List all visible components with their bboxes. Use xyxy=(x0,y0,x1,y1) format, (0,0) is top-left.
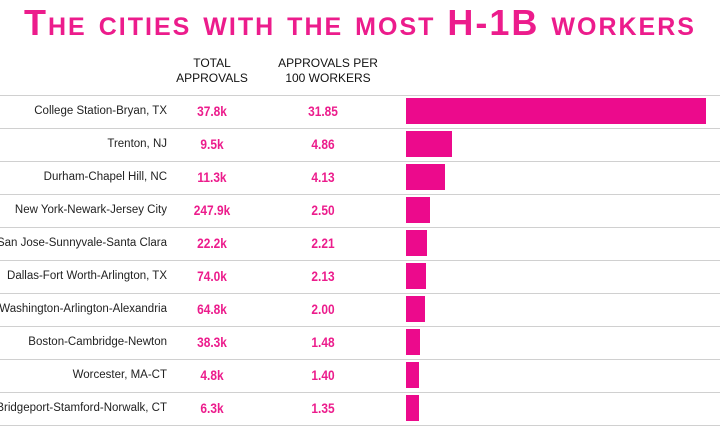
row-divider xyxy=(0,260,720,261)
column-header: APPROVALS PER 100 WORKERS xyxy=(278,56,378,85)
total-approvals: 22.2k xyxy=(197,235,227,251)
row-divider xyxy=(0,293,720,294)
total-approvals: 64.8k xyxy=(197,301,227,317)
chart-title: The cities with the most H-1B workers xyxy=(24,2,696,43)
row-divider xyxy=(0,95,720,96)
row-divider xyxy=(0,326,720,327)
per-100-value: 2.00 xyxy=(311,301,335,317)
total-approvals: 247.9k xyxy=(193,202,231,218)
per-100-value: 2.50 xyxy=(311,202,335,218)
per-100-value: 31.85 xyxy=(308,103,338,119)
row-label: Durham-Chapel Hill, NC xyxy=(43,171,167,183)
per-100-value: 4.13 xyxy=(311,169,335,185)
bar xyxy=(406,395,419,421)
total-approvals: 4.8k xyxy=(200,367,224,383)
row-divider xyxy=(0,227,720,228)
total-approvals: 6.3k xyxy=(200,400,224,416)
per-100-value: 4.86 xyxy=(311,136,335,152)
row-label: San Jose-Sunnyvale-Santa Clara xyxy=(0,237,167,249)
row-label: Worcester, MA-CT xyxy=(72,369,167,381)
per-100-value: 1.48 xyxy=(311,334,335,350)
bar xyxy=(406,131,452,157)
bar xyxy=(406,329,420,355)
total-approvals: 37.8k xyxy=(197,103,227,119)
bar xyxy=(406,296,425,322)
per-100-value: 2.13 xyxy=(311,268,335,284)
row-divider xyxy=(0,194,720,195)
row-label: College Station-Bryan, TX xyxy=(34,105,167,117)
bar xyxy=(406,197,430,223)
bar xyxy=(406,362,420,388)
row-divider xyxy=(0,128,720,129)
total-approvals: 38.3k xyxy=(197,334,227,350)
row-divider xyxy=(0,359,720,360)
bar xyxy=(406,263,427,289)
per-100-value: 1.40 xyxy=(311,367,335,383)
row-label: Trenton, NJ xyxy=(107,138,167,150)
total-approvals: 9.5k xyxy=(200,136,224,152)
row-label: New York-Newark-Jersey City xyxy=(14,204,167,216)
row-label: Boston-Cambridge-Newton xyxy=(28,336,167,348)
bar xyxy=(406,230,427,256)
bar xyxy=(406,98,706,124)
row-label: Bridgeport-Stamford-Norwalk, CT xyxy=(0,402,167,414)
row-divider xyxy=(0,392,720,393)
row-label: Washington-Arlington-Alexandria xyxy=(0,303,167,315)
row-divider xyxy=(0,161,720,162)
total-approvals: 74.0k xyxy=(197,268,227,284)
column-header: TOTAL APPROVALS xyxy=(176,56,248,85)
bar xyxy=(406,164,445,190)
total-approvals: 11.3k xyxy=(197,169,227,185)
per-100-value: 2.21 xyxy=(311,235,335,251)
row-label: Dallas-Fort Worth-Arlington, TX xyxy=(7,270,167,282)
per-100-value: 1.35 xyxy=(311,400,335,416)
